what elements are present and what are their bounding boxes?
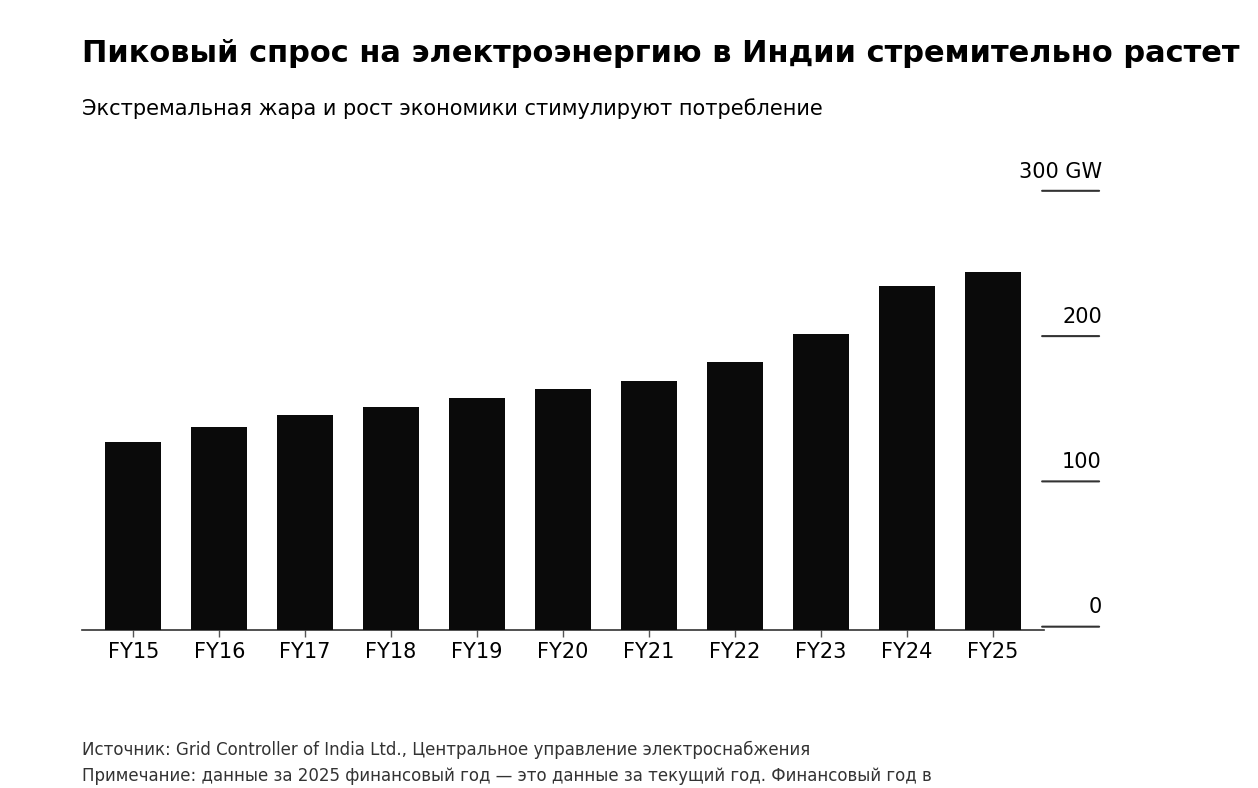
Bar xyxy=(707,362,762,630)
Bar xyxy=(879,286,935,630)
Text: Экстремальная жара и рост экономики стимулируют потребление: Экстремальная жара и рост экономики стим… xyxy=(82,98,823,119)
Bar xyxy=(793,334,849,630)
Text: 200: 200 xyxy=(1062,307,1102,327)
Text: 0: 0 xyxy=(1088,597,1102,617)
Bar xyxy=(449,398,504,630)
Bar xyxy=(106,441,161,630)
Text: 100: 100 xyxy=(1062,452,1102,472)
Bar xyxy=(965,272,1020,630)
Bar xyxy=(277,415,333,630)
Bar xyxy=(191,427,247,630)
Text: Источник: Grid Controller of India Ltd., Центральное управление электроснабжения: Источник: Grid Controller of India Ltd.,… xyxy=(82,741,931,788)
Bar xyxy=(535,389,591,630)
Text: 300 GW: 300 GW xyxy=(1019,162,1102,181)
Bar xyxy=(364,407,419,630)
Bar xyxy=(621,381,677,630)
Text: Пиковый спрос на электроэнергию в Индии стремительно растет: Пиковый спрос на электроэнергию в Индии … xyxy=(82,39,1239,69)
